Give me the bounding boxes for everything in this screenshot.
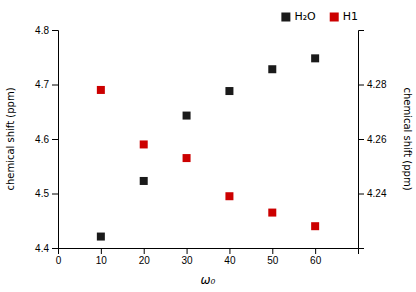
x-tick: 30 [182, 248, 194, 266]
x-tick-label: 50 [267, 255, 279, 266]
y2-tick-label: 4.24 [367, 188, 387, 199]
y-axis-title: chemical shift (ppm) [5, 87, 16, 190]
legend-item: H1 [330, 10, 358, 23]
y-tick: 4.7 [35, 79, 58, 90]
point [311, 54, 319, 62]
y-tick: 4.8 [35, 25, 58, 36]
x-tick-label: 20 [139, 255, 151, 266]
x-axis-title: ω₀ [201, 273, 216, 287]
x-tick: 0 [56, 248, 62, 266]
y2-axis-title: chemical shift (ppm) [402, 87, 413, 190]
y-tick-mark [52, 139, 58, 140]
y-tick-mark [52, 248, 58, 249]
y-tick-label: 4.6 [35, 134, 49, 145]
y-tick: 4.4 [35, 243, 58, 254]
plot: 0 10 20 30 40 50 60 4.4 4.5 4.6 4.7 4.8 4.24 4.26 4.28 [35, 25, 387, 266]
legend-label: H₂O [294, 10, 316, 23]
y-tick-label: 4.8 [35, 25, 49, 36]
x-tick-mark [187, 248, 188, 254]
point [183, 112, 191, 120]
x-axis-line [59, 249, 359, 255]
series [97, 54, 319, 240]
x-tick-label: 40 [224, 255, 236, 266]
x-tick: 50 [267, 248, 279, 266]
y2-tick-mark [358, 194, 364, 195]
y2-tick-mark [358, 139, 364, 140]
point [183, 154, 191, 162]
x-tick-label: 30 [182, 255, 194, 266]
point [225, 192, 233, 200]
y-tick-label: 4.7 [35, 79, 49, 90]
x-tick-mark [229, 248, 230, 254]
legend-item: H₂O [281, 10, 316, 23]
x-tick-mark [272, 248, 273, 254]
y-tick: 4.5 [35, 188, 58, 199]
y2-tick: 4.26 [358, 134, 387, 145]
x-axis: 0 10 20 30 40 50 60 [56, 248, 359, 266]
point [225, 87, 233, 95]
y2-tick-mark [358, 85, 364, 86]
y-tick-label: 4.5 [35, 188, 49, 199]
x-tick-mark [144, 248, 145, 254]
y2-tick-label: 4.28 [367, 79, 387, 90]
point [268, 65, 276, 73]
x-tick: 60 [310, 248, 322, 266]
point [97, 233, 105, 241]
x-tick-mark [101, 248, 102, 254]
x-tick: 40 [224, 248, 236, 266]
point [140, 177, 148, 185]
y-tick-mark [52, 85, 58, 86]
x-tick-mark [315, 248, 316, 254]
y-axis-line [52, 31, 59, 249]
x-tick-label: 60 [310, 255, 322, 266]
x-tick-label: 10 [96, 255, 108, 266]
x-tick: 20 [139, 248, 151, 266]
y-axis: 4.4 4.5 4.6 4.7 4.8 [35, 25, 58, 254]
y2-axis: 4.24 4.26 4.28 [358, 31, 387, 249]
y2-tick-label: 4.26 [367, 134, 387, 145]
legend-swatch [330, 13, 339, 22]
y2-tick: 4.28 [358, 79, 387, 90]
x-tick: 10 [96, 248, 108, 266]
y-tick-label: 4.4 [35, 243, 49, 254]
legend-swatch [281, 13, 290, 22]
legend-label: H1 [343, 10, 358, 23]
point [311, 222, 319, 230]
point [140, 140, 148, 148]
y-tick-mark [52, 194, 58, 195]
legend: H₂O H1 [281, 10, 358, 23]
point [268, 209, 276, 217]
x-tick-label: 0 [56, 255, 62, 266]
marks [97, 54, 319, 240]
chart: 0 10 20 30 40 50 60 4.4 4.5 4.6 4.7 4.8 4.24 4.26 4.28… [0, 0, 416, 292]
y2-axis-line [359, 31, 365, 249]
y-tick-mark [52, 30, 58, 31]
point [97, 86, 105, 94]
y2-tick: 4.24 [358, 188, 387, 199]
y-tick: 4.6 [35, 134, 58, 145]
series [97, 86, 319, 230]
